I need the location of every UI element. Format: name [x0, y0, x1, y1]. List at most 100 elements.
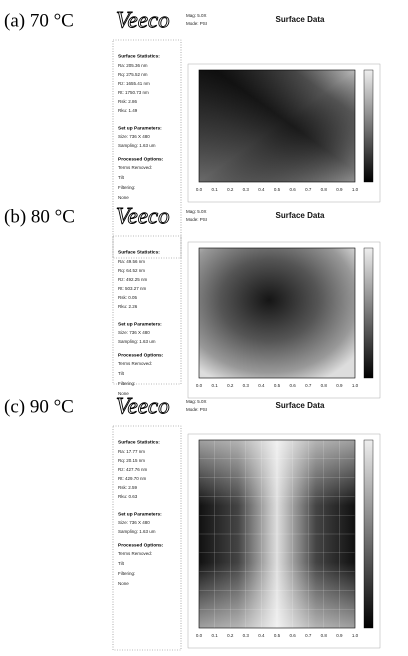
panel: (b) 80 °C Veeco Mag: 5.0X Mode: PSI Surface …: [4, 203, 381, 399]
x-tick-label: 0.8: [321, 633, 328, 638]
processed-item: Terms Removed:: [118, 361, 152, 366]
x-tick-label: 0.2: [227, 383, 234, 388]
x-tick-label: 0.7: [305, 187, 312, 192]
x-tick-label: 0.3: [243, 383, 250, 388]
stats-heading: Surface Statistics:: [118, 53, 160, 59]
x-tick-label: 0.9: [336, 383, 343, 388]
setup-item: Size: 736 X 480: [118, 520, 150, 525]
stat: Rsk: 2.86: [118, 99, 138, 104]
x-tick-label: 0.4: [258, 383, 265, 388]
x-tick-label: 0.2: [227, 187, 234, 192]
stat: Rq: 20.15 nm: [118, 458, 145, 463]
mag: Mag: 5.0X: [186, 13, 207, 18]
x-tick-label: 0.4: [258, 633, 265, 638]
x-tick-label: 0.7: [305, 633, 312, 638]
panel-label: (b) 80 °C: [4, 206, 75, 227]
setup-item: Sampling: 1.63 um: [118, 529, 156, 534]
processed-heading: Processed Options:: [118, 542, 164, 548]
x-tick-label: 0.1: [211, 383, 218, 388]
stat: Ra: 17.77 nm: [118, 449, 145, 454]
processed-item: Filtering:: [118, 185, 135, 190]
x-tick-label: 0.2: [227, 633, 234, 638]
x-tick-label: 0.7: [305, 383, 312, 388]
panels: (a) 70 °C Veeco Mag: 5.0X Mode: PSI Surface …: [4, 7, 381, 651]
x-tick-label: 0.6: [289, 633, 296, 638]
panel: (c) 90 °C Veeco Mag: 5.0X Mode: PSI Surface …: [4, 393, 381, 651]
processed-item: None: [118, 581, 129, 586]
x-tick-label: 0.4: [258, 187, 265, 192]
stat: Rq: 275.52 nm: [118, 72, 148, 77]
stat: Rsk: 2.59: [118, 485, 138, 490]
setup-item: Sampling: 1.63 um: [118, 143, 156, 148]
x-tick-label: 0.5: [274, 383, 281, 388]
x-tick-label: 0.3: [243, 187, 250, 192]
x-tick-label: 0.0: [196, 187, 203, 192]
x-tick-label: 0.5: [274, 187, 281, 192]
surface-map: [199, 248, 355, 378]
stat: Rz: 1655.41 nm: [118, 81, 150, 86]
stat: Rku: 1.49: [118, 108, 138, 113]
processed-item: Filtering:: [118, 571, 135, 576]
processed-item: Terms Removed:: [118, 551, 152, 556]
stats-heading: Surface Statistics:: [118, 249, 160, 255]
logo: Veeco: [116, 203, 170, 228]
stat: Rq: 64.52 nm: [118, 268, 145, 273]
setup-heading: Set up Parameters:: [118, 125, 162, 131]
x-tick-label: 1.0: [352, 383, 359, 388]
panel: (a) 70 °C Veeco Mag: 5.0X Mode: PSI Surface …: [4, 7, 381, 259]
plot-border: [198, 247, 356, 379]
processed-heading: Processed Options:: [118, 156, 164, 162]
processed-item: None: [118, 391, 129, 396]
mag: Mag: 5.0X: [186, 399, 207, 404]
surface-map: [199, 70, 355, 182]
mode: Mode: PSI: [186, 217, 207, 222]
stat: Rku: 2.26: [118, 304, 138, 309]
setup-heading: Set up Parameters:: [118, 321, 162, 327]
processed-heading: Processed Options:: [118, 352, 164, 358]
x-tick-label: 0.3: [243, 633, 250, 638]
setup-heading: Set up Parameters:: [118, 511, 162, 517]
x-tick-label: 0.6: [289, 383, 296, 388]
stats-heading: Surface Statistics:: [118, 439, 160, 445]
setup-item: Size: 736 X 480: [118, 134, 150, 139]
processed-item: Filtering:: [118, 381, 135, 386]
info-box: [112, 425, 182, 651]
info-box: [112, 235, 182, 385]
setup-item: Sampling: 1.63 um: [118, 339, 156, 344]
processed-item: Tilt: [118, 371, 125, 376]
stat: Rku: 0.63: [118, 494, 138, 499]
plot-border: [198, 439, 356, 629]
logo: Veeco: [116, 7, 170, 32]
x-tick-label: 0.1: [211, 187, 218, 192]
x-tick-label: 0.1: [211, 633, 218, 638]
processed-item: Tilt: [118, 561, 125, 566]
x-tick-label: 0.5: [274, 633, 281, 638]
stat: Rz: 492.25 nm: [118, 277, 148, 282]
colorbar: [363, 247, 374, 379]
stat: Rt: 429.70 nm: [118, 476, 147, 481]
setup-item: Size: 736 X 480: [118, 330, 150, 335]
plot-frame: [187, 433, 381, 649]
x-tick-label: 1.0: [352, 633, 359, 638]
x-tick-label: 0.8: [321, 187, 328, 192]
x-tick-label: 0.9: [336, 187, 343, 192]
colorbar: [363, 69, 374, 183]
panel-label: (a) 70 °C: [4, 10, 74, 31]
plot-frame: [187, 63, 381, 203]
mode: Mode: PSI: [186, 21, 207, 26]
stat: Rsk: 0.05: [118, 295, 138, 300]
x-tick-label: 0.6: [289, 187, 296, 192]
title: Surface Data: [276, 401, 325, 410]
x-tick-label: 1.0: [352, 187, 359, 192]
processed-item: None: [118, 195, 129, 200]
colorbar: [363, 439, 374, 629]
stat: Rz: 427.76 nm: [118, 467, 148, 472]
x-tick-label: 0.9: [336, 633, 343, 638]
info-box: [112, 39, 182, 259]
stat: Rt: 1750.73 nm: [118, 90, 149, 95]
x-tick-label: 0.0: [196, 633, 203, 638]
plot-frame: [187, 241, 381, 399]
x-tick-label: 0.0: [196, 383, 203, 388]
logo: Veeco: [116, 393, 170, 418]
